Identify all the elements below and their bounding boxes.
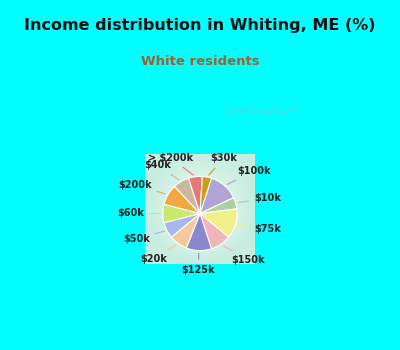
Wedge shape — [164, 214, 200, 237]
Text: $30k: $30k — [209, 153, 238, 175]
Text: $50k: $50k — [123, 231, 164, 244]
Text: $10k: $10k — [238, 193, 281, 203]
Text: $125k: $125k — [182, 253, 215, 275]
Text: $75k: $75k — [238, 224, 281, 234]
Wedge shape — [163, 204, 200, 223]
Text: $200k: $200k — [118, 180, 165, 194]
Wedge shape — [188, 176, 202, 214]
Text: City-Data.com: City-Data.com — [226, 105, 300, 115]
Wedge shape — [171, 214, 200, 248]
Wedge shape — [200, 214, 229, 249]
Text: $60k: $60k — [117, 209, 160, 218]
Wedge shape — [200, 209, 237, 237]
Text: $40k: $40k — [144, 160, 179, 180]
Text: Income distribution in Whiting, ME (%): Income distribution in Whiting, ME (%) — [24, 18, 376, 33]
Wedge shape — [186, 214, 212, 251]
Text: $100k: $100k — [227, 166, 271, 184]
Text: > $200k: > $200k — [148, 153, 193, 175]
Wedge shape — [200, 178, 234, 214]
Text: $20k: $20k — [140, 245, 176, 264]
Wedge shape — [200, 176, 212, 214]
Text: White residents: White residents — [141, 55, 259, 68]
Wedge shape — [174, 178, 200, 214]
Wedge shape — [164, 187, 200, 214]
Wedge shape — [200, 198, 237, 214]
Text: $150k: $150k — [223, 246, 265, 265]
